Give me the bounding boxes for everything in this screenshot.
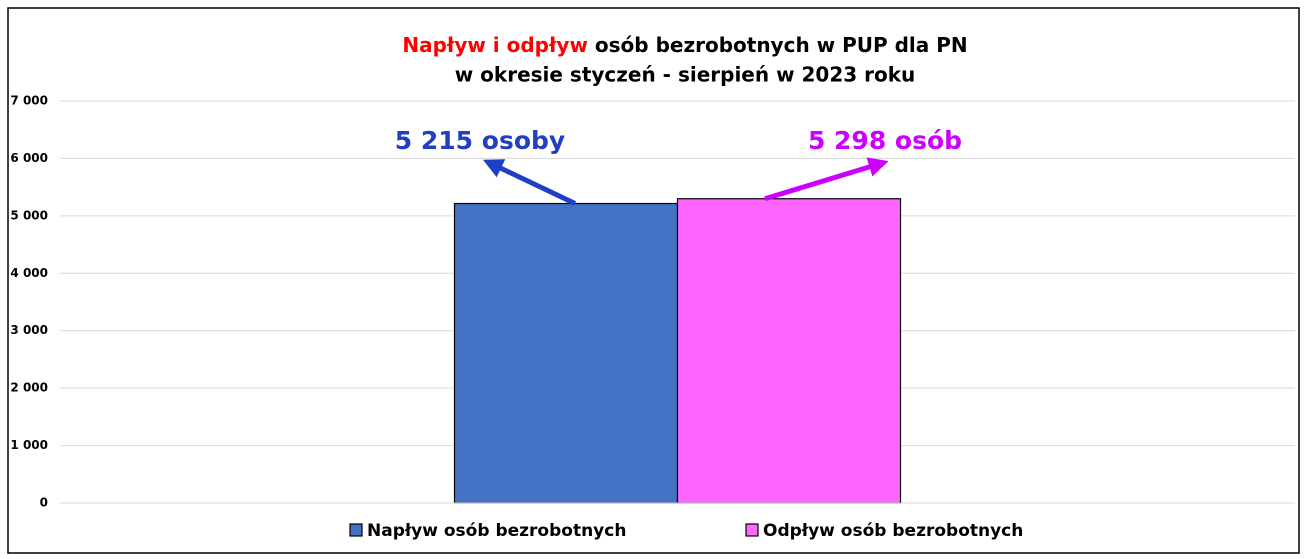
y-tick-label: 2 000 [10, 381, 48, 395]
legend-swatch [349, 523, 363, 537]
bar [453, 202, 679, 504]
y-tick-label: 0 [40, 496, 48, 510]
y-tick-label: 3 000 [10, 323, 48, 337]
chart-title: Napływ i odpływ osób bezrobotnych w PUP … [402, 33, 967, 57]
y-tick-label: 7 000 [10, 94, 48, 108]
legend-label: Odpływ osób bezrobotnych [763, 521, 1023, 541]
title-highlight: Napływ i odpływ [402, 33, 588, 57]
value-arrow [482, 159, 577, 206]
value-arrow [764, 157, 889, 202]
chart-subtitle: w okresie styczeń - sierpień w 2023 roku [455, 63, 916, 87]
value-label: 5 215 osoby [395, 126, 565, 155]
value-label: 5 298 osób [808, 126, 962, 155]
y-tick-label: 1 000 [10, 438, 48, 452]
title-rest: osób bezrobotnych w PUP dla PN [595, 33, 968, 57]
y-tick-label: 4 000 [10, 266, 48, 280]
y-tick-label: 6 000 [10, 151, 48, 165]
legend-label: Napływ osób bezrobotnych [367, 521, 626, 541]
y-tick-label: 5 000 [10, 208, 48, 222]
bar [676, 198, 902, 504]
legend-swatch [745, 523, 759, 537]
